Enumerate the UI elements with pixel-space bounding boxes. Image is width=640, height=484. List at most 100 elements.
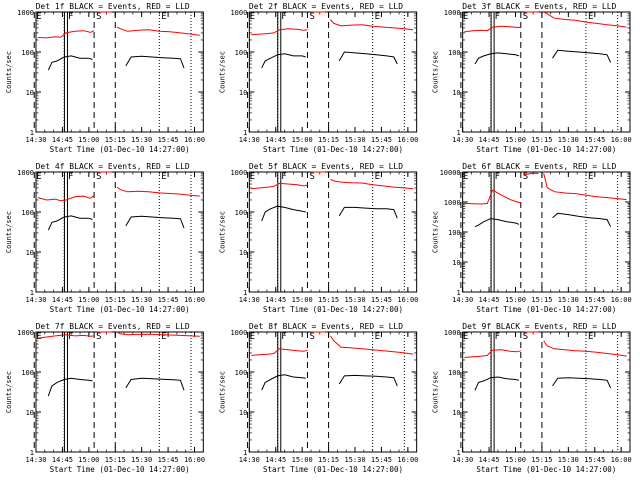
panel-title: Det 6f BLACK = Events, RED = LLD	[462, 162, 616, 171]
x-tick-label: 14:30	[25, 296, 46, 304]
x-tick-label: 15:00	[78, 136, 99, 144]
lld-series-line	[116, 26, 200, 36]
x-axis-label: Start Time (01-Dec-10 14:27:00)	[50, 145, 190, 154]
lld-series-line	[330, 179, 414, 190]
marker-label: E	[161, 12, 166, 22]
y-axis-label: Counts/sec	[218, 211, 226, 253]
marker-label: F	[495, 172, 500, 182]
x-tick-label: 15:45	[158, 136, 179, 144]
marker-label: S	[96, 12, 101, 22]
panel-8: Det 8f BLACK = Events, RED = LLD 1 10 100 10…	[218, 322, 418, 474]
y-tick-label: 1	[30, 289, 34, 297]
marker-label: E	[250, 332, 255, 342]
events-series-line	[338, 51, 398, 65]
panel-9: Det 9f BLACK = Events, RED = LLD 1 10 100 10…	[432, 322, 632, 474]
marker-label: F	[495, 12, 500, 22]
lld-series-line	[251, 182, 308, 190]
x-tick-label: 15:45	[371, 136, 392, 144]
y-tick-label: 10	[452, 409, 460, 417]
x-axis-label: Start Time (01-Dec-10 14:27:00)	[476, 145, 616, 154]
x-tick-label: 15:00	[505, 136, 526, 144]
y-tick-label: 10	[239, 89, 247, 97]
x-tick-label: 14:30	[25, 136, 46, 144]
x-tick-label: 15:15	[318, 456, 339, 464]
marker-label: F	[68, 172, 73, 182]
marker-label: E	[161, 172, 166, 182]
x-tick-label: 15:00	[292, 136, 313, 144]
y-tick-label: 1	[243, 129, 247, 137]
y-tick-label: 1	[30, 129, 34, 137]
x-tick-label: 15:45	[584, 296, 605, 304]
y-axis-label: Counts/sec	[432, 211, 440, 253]
events-series-line	[47, 55, 93, 71]
panel-title: Det 5f BLACK = Events, RED = LLD	[249, 162, 403, 171]
marker-label: E	[463, 12, 468, 22]
x-axis-label: Start Time (01-Dec-10 14:27:00)	[263, 305, 403, 314]
y-tick-label: 1	[30, 449, 34, 457]
x-tick-label: 15:45	[158, 456, 179, 464]
x-tick-label: 15:45	[584, 136, 605, 144]
events-series-line	[552, 377, 612, 389]
x-tick-label: 15:45	[371, 296, 392, 304]
events-series-line	[125, 55, 185, 69]
y-tick-label: 1000	[17, 169, 34, 177]
y-tick-label: 100	[448, 229, 461, 237]
x-tick-label: 14:45	[52, 296, 73, 304]
lld-series-line	[464, 25, 521, 33]
y-tick-label: 10	[239, 249, 247, 257]
events-series-line	[338, 374, 398, 387]
x-tick-label: 16:00	[611, 456, 632, 464]
y-axis-label: Counts/sec	[432, 371, 440, 413]
x-axis-label: Start Time (01-Dec-10 14:27:00)	[263, 465, 403, 474]
y-tick-label: 1	[456, 289, 460, 297]
marker-label: F	[281, 172, 286, 182]
events-series-line	[47, 377, 93, 397]
y-tick-label: 1000	[444, 329, 461, 337]
x-tick-label: 15:15	[531, 296, 552, 304]
y-tick-label: 100	[448, 369, 461, 377]
plot-frame	[248, 11, 418, 133]
lld-series-line	[251, 348, 308, 356]
x-tick-label: 14:45	[479, 456, 500, 464]
marker-label: E	[161, 332, 166, 342]
marker-label: S	[523, 12, 528, 22]
lld-series-line	[464, 189, 521, 205]
x-tick-label: 14:45	[265, 456, 286, 464]
x-tick-label: 16:00	[184, 296, 205, 304]
lld-series-line	[543, 340, 627, 357]
x-axis-label: Start Time (01-Dec-10 14:27:00)	[50, 465, 190, 474]
plot-frame	[35, 11, 204, 133]
y-axis-label: Counts/sec	[432, 51, 440, 93]
x-tick-label: 16:00	[184, 136, 205, 144]
x-tick-label: 15:00	[78, 456, 99, 464]
marker-label: E	[375, 172, 380, 182]
y-tick-label: 100	[235, 209, 248, 217]
events-series-line	[261, 53, 306, 69]
marker-label: S	[309, 12, 314, 22]
x-tick-label: 14:45	[479, 136, 500, 144]
y-tick-label: 1000	[230, 9, 247, 17]
x-tick-label: 15:45	[584, 456, 605, 464]
marker-label: E	[463, 332, 468, 342]
lld-series-line	[251, 28, 308, 36]
plot-frame	[462, 11, 631, 133]
lld-series-line	[116, 331, 200, 337]
plot-frame	[35, 171, 204, 293]
marker-label: E	[588, 12, 593, 22]
panel-title: Det 9f BLACK = Events, RED = LLD	[462, 322, 616, 331]
marker-label: S	[523, 332, 528, 342]
plot-frame	[462, 331, 631, 453]
panel-3: Det 3f BLACK = Events, RED = LLD 1 10 100 10…	[432, 2, 632, 154]
panel-4: Det 4f BLACK = Events, RED = LLD 1 10 100 10…	[5, 162, 205, 314]
x-tick-label: 16:00	[397, 456, 418, 464]
lld-series-line	[543, 173, 627, 201]
y-axis-label: Counts/sec	[5, 51, 13, 93]
y-axis-label: Counts/sec	[218, 371, 226, 413]
events-series-line	[474, 218, 520, 228]
x-tick-label: 15:15	[318, 296, 339, 304]
lld-series-line	[37, 195, 95, 202]
panel-6: Det 6f BLACK = Events, RED = LLD 1 10 100 10…	[432, 162, 632, 314]
marker-label: E	[588, 332, 593, 342]
